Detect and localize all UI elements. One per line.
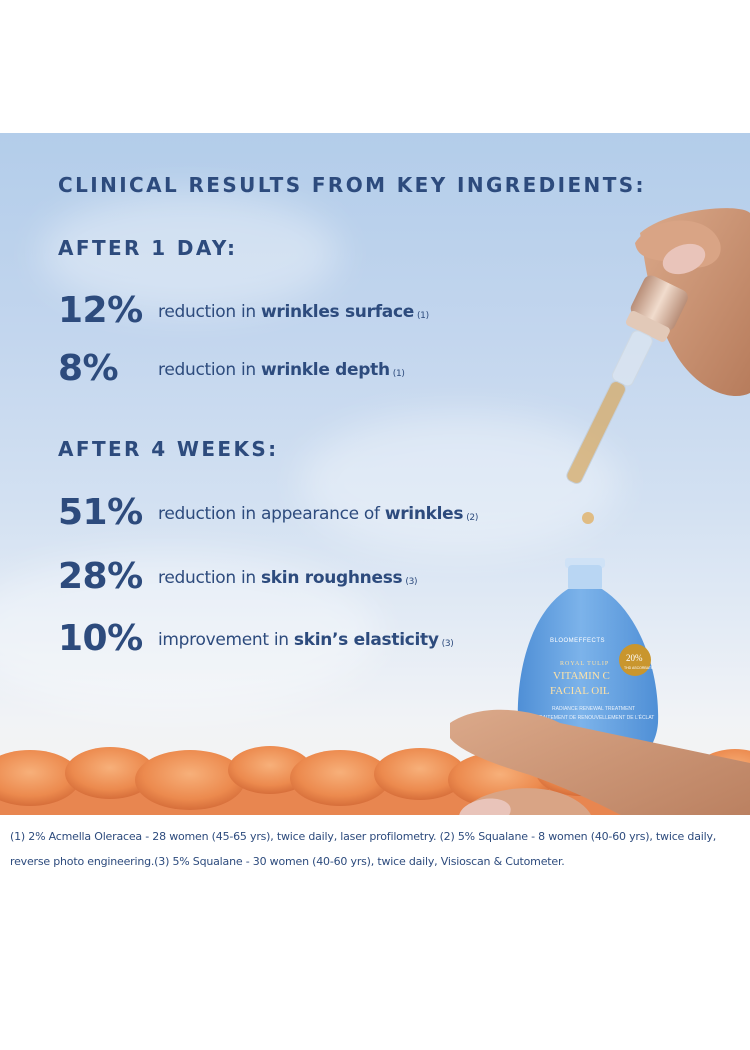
product-visual: BLOOMEFFECTS ROYAL TULIP VITAMIN C FACIA… bbox=[450, 208, 750, 815]
stat-value: 12% bbox=[58, 290, 143, 331]
footnote-text: (1) 2% Acmella Oleracea - 28 women (45-6… bbox=[10, 830, 717, 868]
stat-row: 8% reduction in wrinkle depth (1) bbox=[58, 347, 578, 391]
stat-value: 8% bbox=[58, 348, 119, 389]
stat-description: reduction in appearance of wrinkles (2) bbox=[158, 504, 479, 524]
stat-row: 51% reduction in appearance of wrinkles(… bbox=[58, 491, 578, 535]
stat-description: reduction in skin roughness (3) bbox=[158, 568, 418, 588]
cloud bbox=[0, 553, 380, 713]
section-heading-1-day: AFTER 1 DAY: bbox=[58, 236, 238, 260]
footnote-ref: (1) bbox=[392, 369, 405, 379]
product-line: ROYAL TULIP bbox=[560, 661, 609, 667]
stat-value: 28% bbox=[58, 556, 143, 597]
lower-hand bbox=[450, 709, 750, 815]
product-brand: BLOOMEFFECTS bbox=[550, 638, 605, 644]
stat-value: 51% bbox=[58, 492, 143, 533]
upper-hand bbox=[635, 208, 750, 397]
stat-description: reduction in wrinkle depth (1) bbox=[158, 360, 405, 380]
badge-value: 20% bbox=[626, 653, 643, 663]
stat-value: 10% bbox=[58, 618, 143, 659]
stat-row: 28% reduction in skin roughness (3) bbox=[58, 555, 578, 599]
hero-image: BLOOMEFFECTS ROYAL TULIP VITAMIN C FACIA… bbox=[0, 133, 750, 815]
stat-description: reduction in wrinkles surface (1) bbox=[158, 302, 429, 322]
oil-drop bbox=[582, 512, 594, 524]
stat-row: 12% reduction in wrinkles surface (1) bbox=[58, 289, 578, 333]
footnote-ref: (2) bbox=[466, 513, 479, 523]
footnote-ref: (3) bbox=[441, 639, 454, 649]
cloud bbox=[40, 193, 340, 313]
footnote-ref: (1) bbox=[416, 311, 429, 321]
stat-row: 10% improvement in skin’s elasticity (3) bbox=[58, 617, 578, 661]
dropper bbox=[566, 275, 688, 484]
product-name-1: VITAMIN C bbox=[553, 670, 610, 682]
product-name-2: FACIAL OIL bbox=[550, 685, 610, 697]
cloud bbox=[300, 413, 620, 553]
footnote-ref: (3) bbox=[405, 577, 418, 587]
badge-text: THD ASCORBATE bbox=[624, 666, 654, 670]
stat-description: improvement in skin’s elasticity (3) bbox=[158, 630, 454, 650]
product-subtitle-fr: TRAITEMENT DE RENOUVELLEMENT DE L’ÉCLAT bbox=[536, 714, 654, 721]
page-title: CLINICAL RESULTS FROM KEY INGREDIENTS: bbox=[58, 173, 646, 197]
badge bbox=[619, 644, 651, 676]
product-subtitle-en: RADIANCE RENEWAL TREATMENT bbox=[552, 706, 635, 712]
section-heading-4-weeks: AFTER 4 WEEKS: bbox=[58, 437, 279, 461]
